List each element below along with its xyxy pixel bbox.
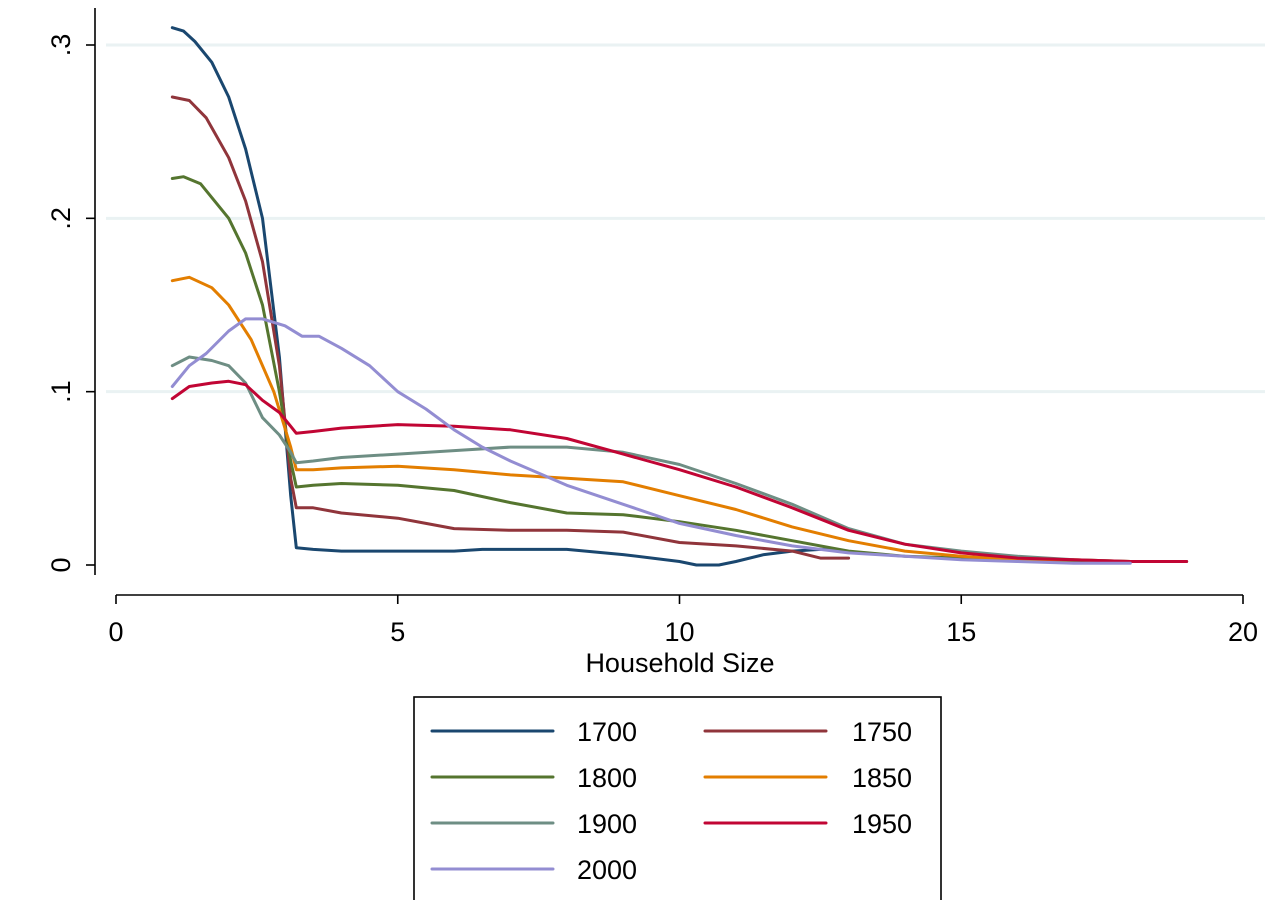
x-tick-label: 5 — [390, 617, 405, 647]
x-tick-label: 20 — [1228, 617, 1258, 647]
legend: 1700 1750 1800 1850 1900 1950 2000 — [413, 696, 942, 900]
legend-label-1950: 1950 — [852, 809, 912, 839]
series-line-1950 — [170, 379, 1189, 563]
y-tick-label: .2 — [46, 207, 76, 230]
y-tick-label: 0 — [46, 557, 76, 572]
x-tick-label: 0 — [108, 617, 123, 647]
series-line-1850 — [170, 275, 1189, 563]
legend-label-1750: 1750 — [852, 717, 912, 747]
x-axis-title: Household Size — [585, 648, 774, 678]
axes — [86, 8, 1244, 604]
x-tick-label: 15 — [946, 617, 976, 647]
series-lines — [170, 26, 1189, 567]
series-line-1750 — [170, 95, 851, 560]
series-line-1800 — [170, 175, 1189, 563]
series-line-1900 — [170, 355, 1189, 563]
y-tick-label: .3 — [46, 34, 76, 57]
y-tick-label: .1 — [46, 380, 76, 403]
legend-label-1900: 1900 — [577, 809, 637, 839]
legend-label-1700: 1700 — [577, 717, 637, 747]
legend-label-1800: 1800 — [577, 763, 637, 793]
series-line-2000 — [170, 317, 1132, 565]
legend-label-2000: 2000 — [577, 855, 637, 885]
tick-labels: 0 .1 .2 .3 0 5 10 15 20 — [46, 34, 1258, 647]
legend-label-1850: 1850 — [852, 763, 912, 793]
gridlines — [106, 43, 1265, 394]
series-line-1700 — [170, 26, 839, 567]
x-tick-label: 10 — [664, 617, 694, 647]
